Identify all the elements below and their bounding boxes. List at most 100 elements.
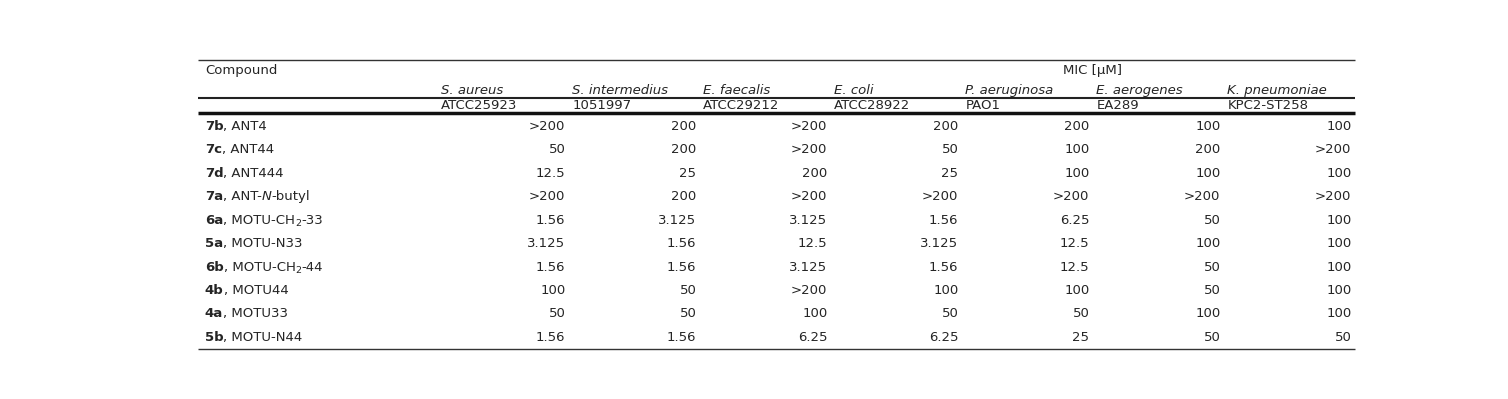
Text: 100: 100 [1196, 167, 1220, 180]
Text: >200: >200 [529, 120, 566, 133]
Text: 1.56: 1.56 [535, 214, 566, 227]
Text: ATCC29212: ATCC29212 [703, 99, 780, 112]
Text: PAO1: PAO1 [965, 99, 1000, 112]
Text: 200: 200 [1196, 144, 1220, 156]
Text: 1.56: 1.56 [535, 261, 566, 274]
Text: 7c: 7c [205, 144, 222, 156]
Text: 6.25: 6.25 [1060, 214, 1089, 227]
Text: >200: >200 [1315, 144, 1351, 156]
Text: 7b: 7b [205, 120, 223, 133]
Text: 100: 100 [1196, 237, 1220, 250]
Text: 2: 2 [296, 219, 302, 228]
Text: K. pneumoniae: K. pneumoniae [1228, 84, 1327, 97]
Text: 100: 100 [1326, 120, 1351, 133]
Text: EA289: EA289 [1096, 99, 1139, 112]
Text: , ANT-: , ANT- [223, 190, 262, 203]
Text: 200: 200 [671, 120, 697, 133]
Text: ATCC28922: ATCC28922 [834, 99, 911, 112]
Text: 100: 100 [1196, 307, 1220, 320]
Text: E. faecalis: E. faecalis [703, 84, 771, 97]
Text: 6a: 6a [205, 214, 223, 227]
Text: 100: 100 [1065, 284, 1089, 297]
Text: 1051997: 1051997 [573, 99, 632, 112]
Text: 3.125: 3.125 [789, 261, 828, 274]
Text: 1.56: 1.56 [535, 331, 566, 344]
Text: , MOTU-N44: , MOTU-N44 [223, 331, 303, 344]
Text: 3.125: 3.125 [920, 237, 959, 250]
Text: , ANT4: , ANT4 [223, 120, 267, 133]
Text: 200: 200 [671, 144, 697, 156]
Text: 5b: 5b [205, 331, 223, 344]
Text: 100: 100 [1326, 307, 1351, 320]
Text: 50: 50 [680, 284, 697, 297]
Text: 50: 50 [1335, 331, 1351, 344]
Text: 50: 50 [1203, 331, 1220, 344]
Text: 50: 50 [941, 307, 959, 320]
Text: , MOTU33: , MOTU33 [223, 307, 288, 320]
Text: 1.56: 1.56 [667, 261, 697, 274]
Text: 200: 200 [1065, 120, 1089, 133]
Text: S. intermedius: S. intermedius [573, 84, 668, 97]
Text: 100: 100 [1326, 237, 1351, 250]
Text: 50: 50 [1203, 284, 1220, 297]
Text: 100: 100 [1065, 144, 1089, 156]
Text: -33: -33 [302, 214, 323, 227]
Text: 4a: 4a [205, 307, 223, 320]
Text: 12.5: 12.5 [535, 167, 566, 180]
Text: N: N [262, 190, 271, 203]
Text: Compound: Compound [205, 64, 277, 77]
Text: >200: >200 [921, 190, 959, 203]
Text: 100: 100 [802, 307, 828, 320]
Text: 50: 50 [549, 307, 566, 320]
Text: >200: >200 [792, 144, 828, 156]
Text: 3.125: 3.125 [789, 214, 828, 227]
Text: 25: 25 [679, 167, 697, 180]
Text: >200: >200 [529, 190, 566, 203]
Text: -44: -44 [302, 261, 323, 274]
Text: 100: 100 [1326, 284, 1351, 297]
Text: 4b: 4b [205, 284, 223, 297]
Text: >200: >200 [1315, 190, 1351, 203]
Text: -butyl: -butyl [271, 190, 311, 203]
Text: 6.25: 6.25 [798, 331, 828, 344]
Text: , MOTU44: , MOTU44 [223, 284, 288, 297]
Text: 50: 50 [1203, 214, 1220, 227]
Text: >200: >200 [792, 284, 828, 297]
Text: 1.56: 1.56 [667, 237, 697, 250]
Text: 200: 200 [802, 167, 828, 180]
Text: 100: 100 [540, 284, 566, 297]
Text: 6b: 6b [205, 261, 223, 274]
Text: >200: >200 [792, 120, 828, 133]
Text: ATCC25923: ATCC25923 [442, 99, 517, 112]
Text: E. coli: E. coli [834, 84, 873, 97]
Text: 50: 50 [941, 144, 959, 156]
Text: E. aerogenes: E. aerogenes [1096, 84, 1182, 97]
Text: 1.56: 1.56 [929, 261, 959, 274]
Text: 100: 100 [1196, 120, 1220, 133]
Text: >200: >200 [792, 190, 828, 203]
Text: 100: 100 [933, 284, 959, 297]
Text: 25: 25 [941, 167, 959, 180]
Text: 2: 2 [296, 266, 302, 275]
Text: 100: 100 [1326, 261, 1351, 274]
Text: , MOTU-N33: , MOTU-N33 [223, 237, 303, 250]
Text: 7d: 7d [205, 167, 223, 180]
Text: , MOTU-CH: , MOTU-CH [223, 261, 296, 274]
Text: >200: >200 [1053, 190, 1089, 203]
Text: 12.5: 12.5 [798, 237, 828, 250]
Text: 50: 50 [1203, 261, 1220, 274]
Text: 200: 200 [933, 120, 959, 133]
Text: 5a: 5a [205, 237, 223, 250]
Text: 200: 200 [671, 190, 697, 203]
Text: 100: 100 [1326, 214, 1351, 227]
Text: 1.56: 1.56 [667, 331, 697, 344]
Text: 3.125: 3.125 [657, 214, 697, 227]
Text: 1.56: 1.56 [929, 214, 959, 227]
Text: 50: 50 [1072, 307, 1089, 320]
Text: 100: 100 [1065, 167, 1089, 180]
Text: , ANT444: , ANT444 [223, 167, 284, 180]
Text: 12.5: 12.5 [1060, 261, 1089, 274]
Text: 7a: 7a [205, 190, 223, 203]
Text: 50: 50 [549, 144, 566, 156]
Text: S. aureus: S. aureus [442, 84, 504, 97]
